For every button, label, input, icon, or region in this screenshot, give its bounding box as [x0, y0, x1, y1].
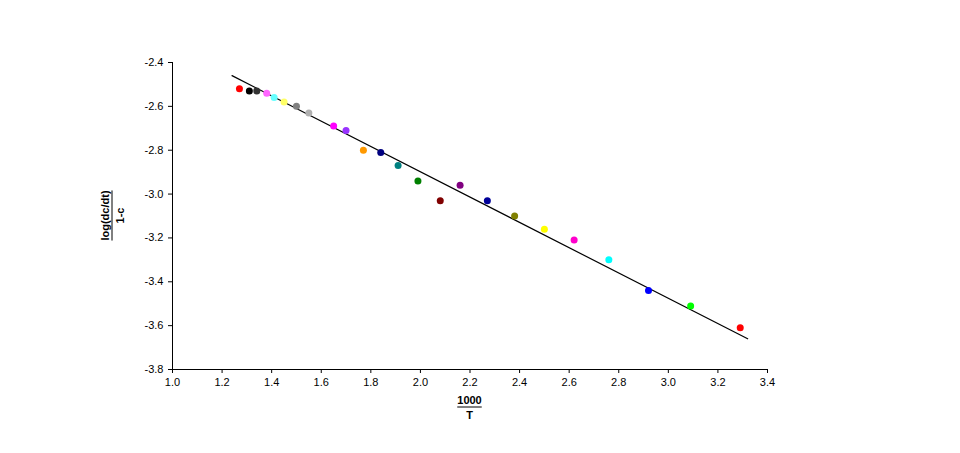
svg-text:1.4: 1.4: [264, 376, 279, 388]
svg-text:-2.4: -2.4: [145, 56, 164, 68]
svg-text:1.0: 1.0: [165, 376, 180, 388]
svg-text:1-c: 1-c: [114, 208, 126, 224]
svg-text:-3.8: -3.8: [145, 363, 164, 375]
svg-text:-3.4: -3.4: [145, 275, 164, 287]
svg-text:T: T: [466, 409, 473, 421]
svg-text:3.4: 3.4: [760, 376, 775, 388]
svg-text:2.2: 2.2: [462, 376, 477, 388]
svg-text:1.8: 1.8: [363, 376, 378, 388]
svg-text:2.6: 2.6: [562, 376, 577, 388]
svg-text:-2.8: -2.8: [145, 144, 164, 156]
svg-text:-2.6: -2.6: [145, 100, 164, 112]
svg-text:2.8: 2.8: [611, 376, 626, 388]
svg-text:1.6: 1.6: [314, 376, 329, 388]
svg-text:3.0: 3.0: [661, 376, 676, 388]
svg-text:-3.2: -3.2: [145, 231, 164, 243]
svg-text:log(dc/dt): log(dc/dt): [99, 190, 111, 240]
svg-text:2.0: 2.0: [413, 376, 428, 388]
svg-text:-3.0: -3.0: [145, 188, 164, 200]
svg-text:1.2: 1.2: [214, 376, 229, 388]
svg-text:3.2: 3.2: [710, 376, 725, 388]
svg-text:-3.6: -3.6: [145, 319, 164, 331]
svg-text:1000: 1000: [457, 394, 481, 406]
svg-text:2.4: 2.4: [512, 376, 527, 388]
